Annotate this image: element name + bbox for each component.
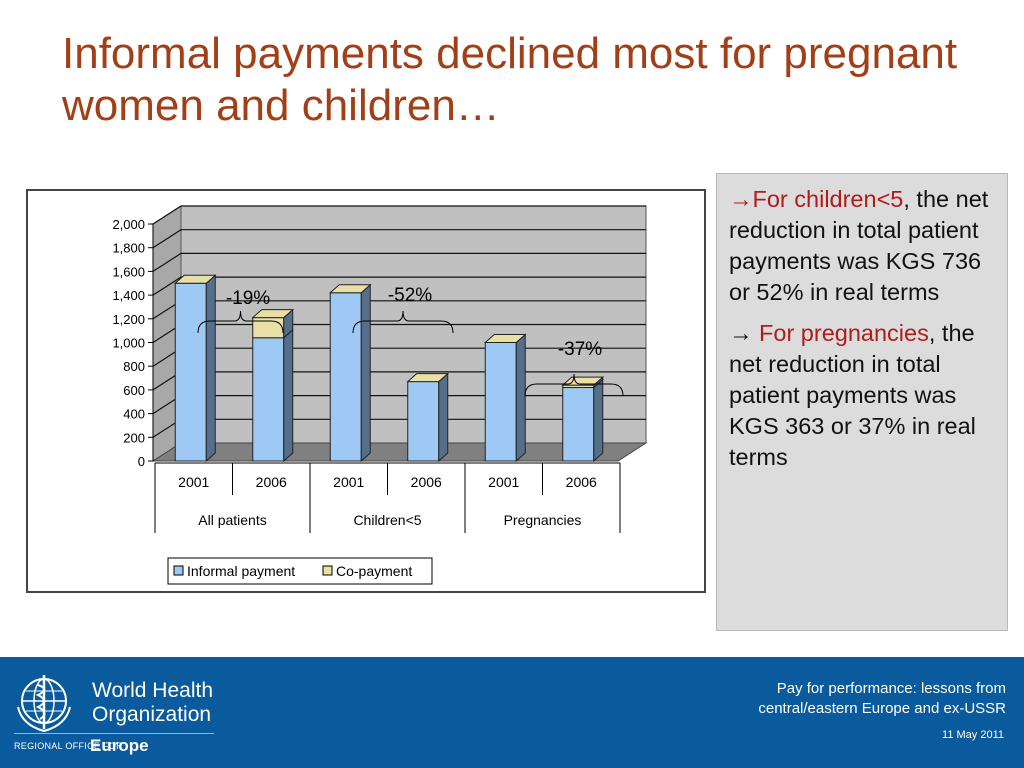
y-tick-label: 1,800: [112, 241, 145, 256]
bar-informal: [252, 337, 285, 462]
bar-top: [328, 284, 372, 294]
gridline: [152, 205, 646, 225]
bar-informal: [407, 381, 440, 462]
x-tick-label: 2001: [178, 474, 209, 490]
annotation-label: -52%: [388, 285, 432, 306]
y-tick-label: 400: [123, 407, 145, 422]
legend-swatch-informal: [173, 565, 184, 576]
group-label: Children<5: [353, 512, 421, 528]
note-text: , the net reduction in total patient pay…: [729, 186, 989, 305]
y-tick-label: 1,200: [112, 312, 145, 327]
bar-informal: [484, 342, 517, 462]
x-tick-label: 2001: [333, 474, 364, 490]
bar-informal: [174, 282, 207, 462]
y-tick-label: 0: [138, 454, 145, 469]
y-tick-label: 1,400: [112, 288, 145, 303]
gridline: [152, 276, 646, 296]
y-tick-label: 1,000: [112, 336, 145, 351]
bar-top: [483, 334, 527, 343]
bar-top: [173, 274, 217, 284]
chart-canvas: 0 200 400 600 800 1,000 1,200 1,400 1,600 1,800 2,…: [112, 205, 648, 585]
legend-swatch-copay: [322, 565, 333, 576]
legend-label-informal: Informal payment: [187, 563, 295, 579]
y-tick-label: 600: [123, 383, 145, 398]
annotation-brace: [524, 373, 624, 397]
gridline: [152, 229, 646, 249]
regional-office-label: REGIONAL OFFICE FOR: [14, 741, 123, 751]
group-label: Pregnancies: [504, 512, 582, 528]
annotation-label: -19%: [226, 288, 270, 309]
bar-top: [251, 309, 295, 319]
bar-informal-side: [438, 372, 449, 463]
x-tick-label: 2006: [566, 474, 597, 490]
annotation-brace: [352, 310, 454, 334]
bar-informal-side: [515, 333, 526, 463]
note-highlight: For children<5: [752, 186, 904, 212]
who-emblem-icon: [17, 675, 71, 733]
org-line-2: Organization: [92, 703, 212, 726]
y-tick-label: 1,600: [112, 264, 145, 279]
x-tick-label: 2006: [256, 474, 287, 490]
bar-informal-side: [205, 274, 216, 463]
notes-panel: →For children<5, the net reduction in to…: [716, 173, 1008, 631]
presentation-date: 11 May 2011: [942, 729, 1004, 741]
bar-top: [406, 373, 450, 383]
bar-informal-side: [593, 378, 604, 463]
annotation-brace: [197, 310, 284, 334]
footer-bar: World Health Organization REGIONAL OFFIC…: [0, 657, 1024, 768]
who-name: World Health Organization: [92, 679, 213, 727]
bar-informal-side: [360, 283, 371, 463]
bar-chart: 0 200 400 600 800 1,000 1,200 1,400 1,600 1,800 2,…: [26, 189, 706, 593]
slide-title: Informal payments declined most for preg…: [62, 29, 958, 130]
bar-informal-side: [283, 328, 294, 463]
y-tick-label: 800: [123, 359, 145, 374]
y-tick-label: 2,000: [112, 217, 145, 232]
y-tick-label: 200: [123, 430, 145, 445]
note-text: , the net reduction in total patient pay…: [729, 320, 976, 470]
group-label: All patients: [198, 512, 266, 528]
bar-top: [561, 376, 605, 386]
legend-label-copay: Co-payment: [336, 563, 412, 579]
bar-informal: [562, 387, 595, 462]
presentation-title: Pay for performance: lessons from centra…: [758, 680, 1006, 717]
arrow-icon: →: [729, 320, 760, 346]
note-pregnancies: → For pregnancies, the net reduction in …: [729, 318, 997, 473]
bar-informal: [329, 292, 362, 462]
note-highlight: For pregnancies: [759, 320, 929, 346]
europe-label: Europe: [90, 736, 149, 755]
org-line-1: World Health: [92, 679, 213, 702]
x-tick-label: 2001: [488, 474, 519, 490]
footer-divider: [14, 733, 214, 734]
gridline: [152, 252, 646, 272]
note-children: →For children<5, the net reduction in to…: [729, 184, 997, 308]
arrow-icon: →: [729, 186, 753, 212]
legend-box: [167, 557, 433, 585]
annotation-label: -37%: [558, 339, 602, 360]
x-tick-label: 2006: [411, 474, 442, 490]
